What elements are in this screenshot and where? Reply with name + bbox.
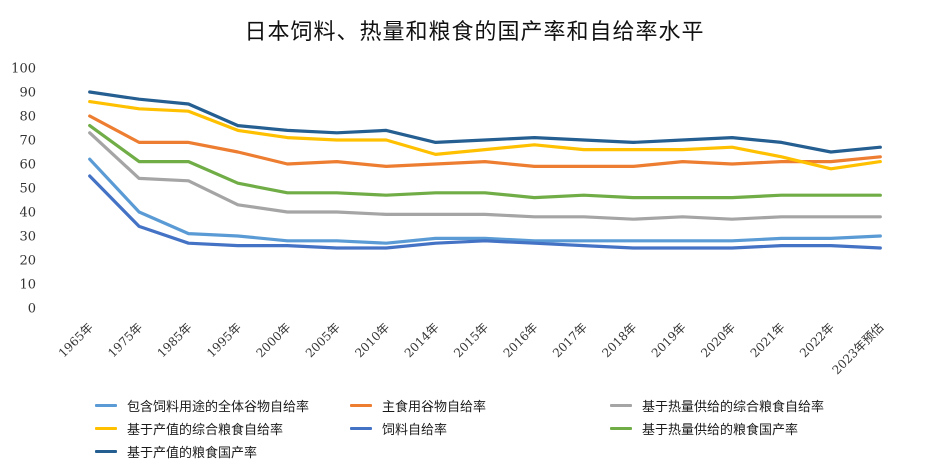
y-tick-label: 10 bbox=[19, 278, 36, 293]
x-tick-label: 2005年 bbox=[303, 320, 343, 360]
y-tick-label: 0 bbox=[28, 302, 36, 317]
x-axis: 1965年 1975年 1985年 1995年 2000年 2005年 2010年 2014年… bbox=[56, 320, 887, 377]
y-tick-label: 80 bbox=[19, 110, 36, 125]
y-tick-label: 50 bbox=[19, 182, 36, 197]
x-tick-label: 2016年 bbox=[501, 320, 541, 360]
chart-title: 日本饲料、热量和粮食的国产率和自给率水平 bbox=[244, 20, 705, 45]
x-tick-label: 1965年 bbox=[56, 320, 96, 360]
y-tick-label: 90 bbox=[19, 86, 36, 101]
series-line-1 bbox=[88, 157, 882, 245]
x-tick-label: 1995年 bbox=[204, 320, 244, 360]
y-tick-label: 70 bbox=[19, 134, 36, 149]
series-line-7 bbox=[88, 90, 882, 154]
x-tick-label: 2021年 bbox=[748, 320, 788, 360]
x-tick-label: 1975年 bbox=[105, 320, 145, 360]
y-tick-label: 60 bbox=[19, 158, 36, 173]
series-line-4 bbox=[88, 99, 882, 171]
y-tick-label: 20 bbox=[19, 254, 36, 269]
x-tick-label: 2017年 bbox=[550, 320, 590, 360]
x-tick-label: 2022年 bbox=[797, 320, 837, 360]
series-layer bbox=[88, 90, 882, 250]
x-tick-label: 2014年 bbox=[402, 320, 442, 360]
y-tick-label: 30 bbox=[19, 230, 36, 245]
x-tick-label: 2018年 bbox=[599, 320, 639, 360]
x-tick-label: 2023年预估 bbox=[829, 320, 886, 377]
x-tick-label: 2000年 bbox=[253, 320, 293, 360]
series-line-5 bbox=[88, 174, 882, 250]
y-tick-label: 40 bbox=[19, 206, 36, 221]
series-line-6 bbox=[88, 123, 882, 200]
y-axis: 0 10 20 30 40 50 60 70 80 90 100 bbox=[11, 62, 36, 317]
series-line-2 bbox=[88, 114, 882, 168]
y-tick-label: 100 bbox=[11, 62, 36, 77]
x-tick-label: 1985年 bbox=[155, 320, 195, 360]
x-tick-label: 2010年 bbox=[352, 320, 392, 360]
x-tick-label: 2020年 bbox=[698, 320, 738, 360]
series-line-3 bbox=[88, 131, 882, 221]
x-tick-label: 2015年 bbox=[451, 320, 491, 360]
x-tick-label: 2019年 bbox=[649, 320, 689, 360]
